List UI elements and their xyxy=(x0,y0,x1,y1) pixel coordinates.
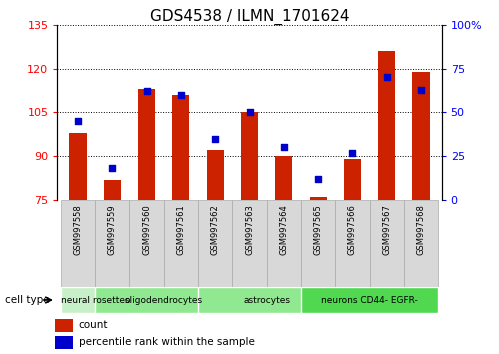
Bar xyxy=(309,197,327,200)
Bar xyxy=(370,200,404,287)
Text: GSM997561: GSM997561 xyxy=(176,204,186,255)
Text: neural rosettes: neural rosettes xyxy=(61,296,129,304)
Point xyxy=(211,136,219,142)
Bar xyxy=(301,200,335,287)
Text: GSM997565: GSM997565 xyxy=(313,204,323,255)
Text: GSM997558: GSM997558 xyxy=(73,204,82,255)
Text: GSM997568: GSM997568 xyxy=(417,204,426,255)
Text: count: count xyxy=(78,320,108,331)
Bar xyxy=(335,200,370,287)
Text: GSM997560: GSM997560 xyxy=(142,204,151,255)
Bar xyxy=(344,159,361,200)
Text: cell type: cell type xyxy=(5,295,49,305)
Bar xyxy=(198,200,233,287)
Bar xyxy=(61,287,129,313)
Point xyxy=(143,88,151,94)
Text: GSM997563: GSM997563 xyxy=(245,204,254,255)
Bar xyxy=(233,200,266,287)
Bar xyxy=(207,150,224,200)
Point xyxy=(348,150,356,155)
Bar xyxy=(275,156,292,200)
Text: GSM997566: GSM997566 xyxy=(348,204,357,255)
Bar xyxy=(266,200,301,287)
Bar xyxy=(241,113,258,200)
Bar xyxy=(95,200,129,287)
Point xyxy=(280,145,288,150)
Text: GSM997559: GSM997559 xyxy=(108,204,117,255)
Bar xyxy=(301,287,438,313)
Point xyxy=(417,87,425,92)
Bar xyxy=(55,336,73,348)
Text: oligodendrocytes: oligodendrocytes xyxy=(125,296,203,304)
Bar xyxy=(129,200,164,287)
Point xyxy=(246,110,253,115)
Point xyxy=(177,92,185,98)
Bar xyxy=(69,133,86,200)
Bar xyxy=(378,51,395,200)
Bar xyxy=(413,72,430,200)
Text: astrocytes: astrocytes xyxy=(243,296,290,304)
Bar xyxy=(138,89,155,200)
Text: GSM997564: GSM997564 xyxy=(279,204,288,255)
Text: neurons CD44- EGFR-: neurons CD44- EGFR- xyxy=(321,296,418,304)
Bar xyxy=(164,200,198,287)
Point xyxy=(108,166,116,171)
Bar xyxy=(55,319,73,332)
Bar xyxy=(104,179,121,200)
Bar xyxy=(95,287,233,313)
Text: GSM997567: GSM997567 xyxy=(382,204,391,255)
Text: GDS4538 / ILMN_1701624: GDS4538 / ILMN_1701624 xyxy=(150,9,349,25)
Point xyxy=(314,176,322,182)
Bar xyxy=(404,200,438,287)
Text: percentile rank within the sample: percentile rank within the sample xyxy=(78,337,254,347)
Bar xyxy=(198,287,335,313)
Point xyxy=(383,75,391,80)
Bar xyxy=(172,95,190,200)
Bar xyxy=(61,200,95,287)
Text: GSM997562: GSM997562 xyxy=(211,204,220,255)
Point xyxy=(74,118,82,124)
